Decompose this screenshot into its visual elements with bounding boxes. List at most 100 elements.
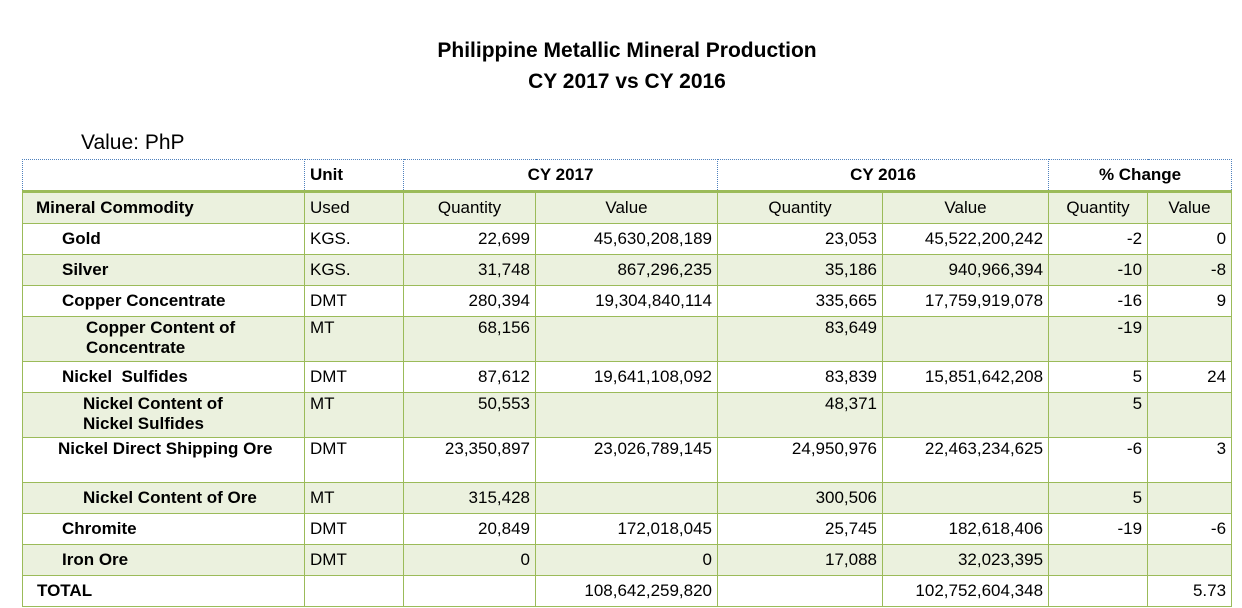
pct-val-cell <box>1147 544 1233 576</box>
table-row-nickel-sulfides: Nickel Sulfides DMT 87,612 19,641,108,09… <box>22 361 1233 393</box>
qty-2016-cell: 25,745 <box>717 513 884 545</box>
header-cy2016: CY 2016 <box>717 159 1050 193</box>
val-2017-cell: 45,630,208,189 <box>534 223 719 255</box>
unit-cell: MT <box>304 482 404 514</box>
pct-qty-cell: -19 <box>1048 316 1149 362</box>
pct-qty-cell: 5 <box>1048 361 1149 393</box>
pct-qty-cell: 5 <box>1048 392 1149 438</box>
header-val-2016: Value <box>882 191 1050 224</box>
pct-qty-cell <box>1048 544 1149 576</box>
table-row-silver: Silver KGS. 31,748 867,296,235 35,186 94… <box>22 254 1233 286</box>
total-qty-2017-cell <box>403 575 536 607</box>
table-row-copper-concentrate: Copper Concentrate DMT 280,394 19,304,84… <box>22 285 1233 317</box>
commodity-cell: Copper Concentrate <box>22 285 305 317</box>
qty-2017-cell: 22,699 <box>403 223 536 255</box>
commodity-cell: Gold <box>22 223 305 255</box>
mineral-production-table: Unit CY 2017 CY 2016 % Change Mineral Co… <box>22 159 1233 607</box>
total-pct-val: 5.73 <box>1147 575 1233 607</box>
commodity-cell: Nickel Content of Ore <box>22 482 305 514</box>
total-val-2016: 102,752,604,348 <box>882 575 1050 607</box>
unit-cell: KGS. <box>304 223 404 255</box>
val-2016-cell: 15,851,642,208 <box>882 361 1050 393</box>
pct-qty-cell: -16 <box>1048 285 1149 317</box>
unit-cell: MT <box>304 392 404 438</box>
header-qty-2016: Quantity <box>717 191 884 224</box>
pct-qty-cell: 5 <box>1048 482 1149 514</box>
unit-cell: DMT <box>304 437 404 483</box>
qty-2016-cell: 300,506 <box>717 482 884 514</box>
header-cy2017: CY 2017 <box>402 159 719 193</box>
qty-2017-cell: 280,394 <box>403 285 536 317</box>
total-qty-2016-cell <box>717 575 884 607</box>
val-2016-cell: 940,966,394 <box>882 254 1050 286</box>
unit-cell: KGS. <box>304 254 404 286</box>
commodity-cell: Chromite <box>22 513 305 545</box>
qty-2017-cell: 87,612 <box>403 361 536 393</box>
table-row-nickel-content-ore: Nickel Content of Ore MT 315,428 300,506… <box>22 482 1233 514</box>
qty-2017-cell: 31,748 <box>403 254 536 286</box>
table-row-copper-content: Copper Content of Concentrate MT 68,156 … <box>22 316 1233 362</box>
pct-qty-cell: -10 <box>1048 254 1149 286</box>
pct-val-cell: 0 <box>1147 223 1233 255</box>
value-currency-note: Value: PhP <box>81 131 185 154</box>
header-unit-used: Used <box>304 191 404 224</box>
val-2017-cell: 19,304,840,114 <box>534 285 719 317</box>
header-commodity: Mineral Commodity <box>22 191 305 224</box>
total-label: TOTAL <box>22 575 305 607</box>
val-2016-cell: 22,463,234,625 <box>882 437 1050 483</box>
val-2017-cell: 0 <box>534 544 719 576</box>
pct-val-cell <box>1147 392 1233 438</box>
qty-2016-cell: 83,839 <box>717 361 884 393</box>
pct-val-cell: 9 <box>1147 285 1233 317</box>
header-pct-qty: Quantity <box>1048 191 1149 224</box>
header-pct-change: % Change <box>1048 159 1233 193</box>
total-pct-qty-cell <box>1048 575 1149 607</box>
qty-2016-cell: 48,371 <box>717 392 884 438</box>
val-2017-cell: 867,296,235 <box>534 254 719 286</box>
pct-qty-cell: -6 <box>1048 437 1149 483</box>
pct-val-cell <box>1147 482 1233 514</box>
pct-qty-cell: -19 <box>1048 513 1149 545</box>
val-2017-cell <box>534 316 719 362</box>
header-row-1: Unit CY 2017 CY 2016 % Change <box>22 159 1233 193</box>
commodity-cell: Nickel Content of Nickel Sulfides <box>22 392 305 438</box>
val-2016-cell: 45,522,200,242 <box>882 223 1050 255</box>
val-2016-cell: 182,618,406 <box>882 513 1050 545</box>
val-2016-cell <box>882 316 1050 362</box>
val-2016-cell <box>882 482 1050 514</box>
qty-2016-cell: 335,665 <box>717 285 884 317</box>
qty-2016-cell: 83,649 <box>717 316 884 362</box>
total-val-2017: 108,642,259,820 <box>534 575 719 607</box>
qty-2016-cell: 35,186 <box>717 254 884 286</box>
total-unit-cell <box>304 575 404 607</box>
unit-cell: DMT <box>304 544 404 576</box>
qty-2016-cell: 23,053 <box>717 223 884 255</box>
header-row-2: Mineral Commodity Used Quantity Value Qu… <box>22 191 1233 224</box>
report-subtitle: CY 2017 vs CY 2016 <box>528 70 726 93</box>
pct-val-cell: -8 <box>1147 254 1233 286</box>
header-blank-cell <box>22 159 305 193</box>
header-val-2017: Value <box>534 191 719 224</box>
table-row-gold: Gold KGS. 22,699 45,630,208,189 23,053 4… <box>22 223 1233 255</box>
unit-cell: DMT <box>304 285 404 317</box>
qty-2017-cell: 315,428 <box>403 482 536 514</box>
unit-cell: DMT <box>304 513 404 545</box>
table-row-total: TOTAL 108,642,259,820 102,752,604,348 5.… <box>22 575 1233 607</box>
table-row-iron-ore: Iron Ore DMT 0 0 17,088 32,023,395 <box>22 544 1233 576</box>
qty-2017-cell: 23,350,897 <box>403 437 536 483</box>
header-qty-2017: Quantity <box>403 191 536 224</box>
commodity-cell: Silver <box>22 254 305 286</box>
pct-val-cell <box>1147 316 1233 362</box>
val-2016-cell: 32,023,395 <box>882 544 1050 576</box>
val-2017-cell: 172,018,045 <box>534 513 719 545</box>
table-row-chromite: Chromite DMT 20,849 172,018,045 25,745 1… <box>22 513 1233 545</box>
table-row-nickel-content-sulfides: Nickel Content of Nickel Sulfides MT 50,… <box>22 392 1233 438</box>
commodity-cell: Nickel Sulfides <box>22 361 305 393</box>
unit-cell: MT <box>304 316 404 362</box>
unit-cell: DMT <box>304 361 404 393</box>
qty-2017-cell: 50,553 <box>403 392 536 438</box>
qty-2017-cell: 68,156 <box>403 316 536 362</box>
pct-qty-cell: -2 <box>1048 223 1149 255</box>
val-2017-cell: 19,641,108,092 <box>534 361 719 393</box>
val-2017-cell <box>534 482 719 514</box>
